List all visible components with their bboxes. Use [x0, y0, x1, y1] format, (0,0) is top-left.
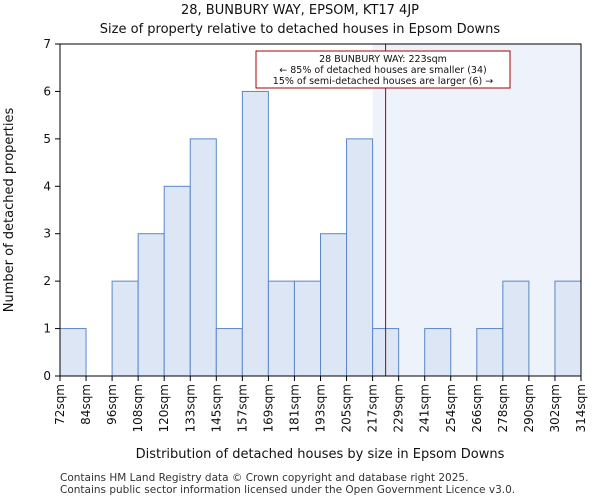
annotation-line2: ← 85% of detached houses are smaller (34… — [279, 65, 486, 76]
bar-181sqm — [293, 280, 322, 377]
highlight-region-layer — [372, 44, 581, 376]
bar-205sqm — [346, 138, 374, 377]
y-tick-label-4: 4 — [43, 179, 51, 193]
x-tick-label-108sqm: 108sqm — [131, 384, 145, 432]
bar-193sqm — [320, 233, 348, 377]
bar-145sqm — [215, 328, 243, 377]
x-tick-label-133sqm: 133sqm — [183, 384, 197, 432]
x-tick-label-278sqm: 278sqm — [496, 384, 510, 432]
x-tick-label-181sqm: 181sqm — [287, 384, 301, 432]
footer-line2: Contains public sector information licen… — [60, 484, 515, 496]
bar-302sqm — [554, 280, 582, 377]
chart-title-line2: Size of property relative to detached ho… — [100, 22, 501, 37]
annotation-box-frame — [255, 50, 511, 89]
bar-266sqm — [476, 328, 504, 377]
y-tick-label-2: 2 — [43, 274, 51, 288]
x-tick-label-217sqm: 217sqm — [366, 384, 380, 432]
x-tick-label-229sqm: 229sqm — [392, 384, 406, 432]
x-tick-label-145sqm: 145sqm — [209, 384, 223, 432]
bar-72sqm — [59, 328, 87, 377]
x-tick-label-193sqm: 193sqm — [314, 384, 328, 432]
footer-line1: Contains HM Land Registry data © Crown c… — [60, 472, 468, 484]
x-tick-label-72sqm: 72sqm — [53, 384, 67, 425]
y-axis-ticks: 0 1 2 3 4 5 6 7 — [43, 37, 60, 383]
bar-169sqm — [267, 280, 295, 377]
highlight-region — [372, 44, 581, 376]
plot-frame — [59, 43, 582, 377]
bar-157sqm — [241, 90, 269, 377]
x-tick-label-205sqm: 205sqm — [340, 384, 354, 432]
x-tick-label-120sqm: 120sqm — [157, 384, 171, 432]
y-tick-label-5: 5 — [43, 132, 51, 146]
x-tick-label-96sqm: 96sqm — [105, 384, 119, 425]
x-tick-label-157sqm: 157sqm — [235, 384, 249, 432]
bars-layer — [59, 90, 582, 377]
x-tick-label-241sqm: 241sqm — [418, 384, 432, 432]
bar-96sqm — [111, 280, 139, 377]
x-axis-label: Distribution of detached houses by size … — [136, 447, 505, 462]
x-tick-label-254sqm: 254sqm — [444, 384, 458, 432]
y-tick-label-1: 1 — [43, 322, 51, 336]
bar-241sqm — [424, 328, 452, 377]
x-tick-label-290sqm: 290sqm — [522, 384, 536, 432]
x-tick-label-314sqm: 314sqm — [574, 384, 588, 432]
annotation-line3: 15% of semi-detached houses are larger (… — [273, 76, 493, 87]
x-tick-label-302sqm: 302sqm — [548, 384, 562, 432]
y-axis-label: Number of detached properties — [2, 108, 17, 313]
chart-title-line1: 28, BUNBURY WAY, EPSOM, KT17 4JP — [181, 3, 419, 18]
bar-133sqm — [189, 138, 217, 377]
y-tick-label-0: 0 — [43, 369, 51, 383]
y-tick-label-7: 7 — [43, 37, 51, 51]
y-tick-label-6: 6 — [43, 84, 51, 98]
bar-108sqm — [137, 233, 165, 377]
annotation-box: 28 BUNBURY WAY: 223sqm ← 85% of detached… — [255, 50, 511, 89]
x-axis-ticks: 72sqm 84sqm 96sqm 108sqm 120sqm 133sqm 145sqm 1… — [53, 376, 588, 432]
bar-278sqm — [502, 280, 530, 377]
annotation-line1: 28 BUNBURY WAY: 223sqm — [319, 54, 447, 65]
bar-120sqm — [163, 185, 191, 377]
x-tick-label-266sqm: 266sqm — [470, 384, 484, 432]
y-tick-label-3: 3 — [43, 227, 51, 241]
x-tick-label-84sqm: 84sqm — [79, 384, 93, 425]
x-tick-label-169sqm: 169sqm — [261, 384, 275, 432]
